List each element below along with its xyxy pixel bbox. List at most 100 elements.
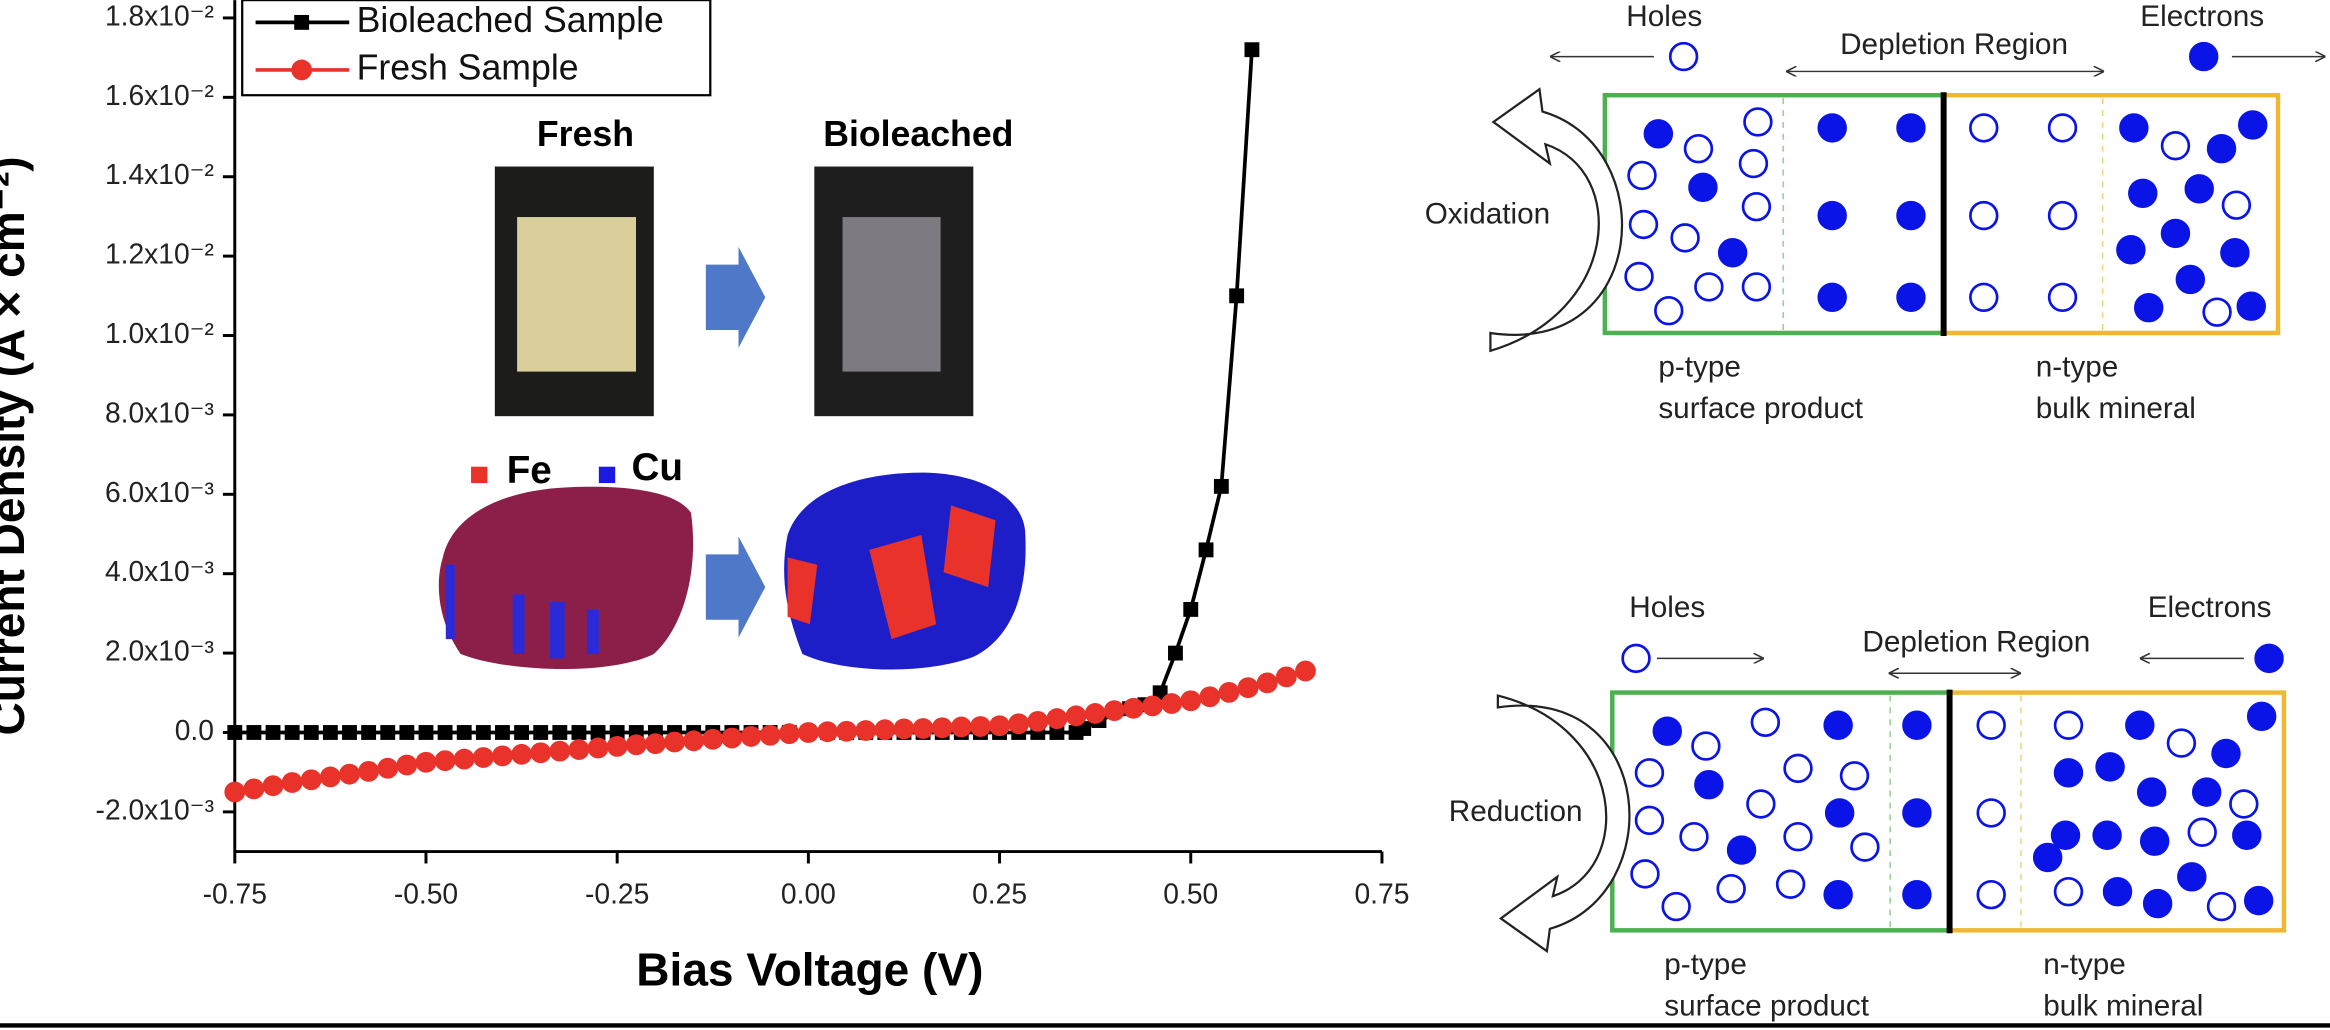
sample-fresh [517,217,636,372]
electron [2188,41,2219,72]
data-point [380,725,396,740]
data-point [361,725,377,740]
data-point [358,760,380,782]
x-tick-label: -0.50 [394,878,458,910]
data-point [855,720,877,741]
legend-marker [291,59,313,81]
x-tick-label: -0.25 [585,878,649,910]
data-point [912,718,934,739]
data-point [893,718,915,740]
data-point [590,725,606,740]
hole [1683,133,1714,164]
data-point [322,725,338,740]
data-point [415,751,437,773]
electron [1896,113,1926,143]
data-point [1084,703,1106,724]
electron [1823,710,1853,740]
label: Electrons [2140,0,2264,33]
data-point [434,750,456,772]
electron [2246,701,2277,732]
y-tick-label: 1.8x10⁻² [105,0,214,31]
data-point [931,717,953,739]
electron [2160,218,2191,249]
hole [1679,822,1709,852]
electron [2128,178,2158,208]
hole [1976,798,2006,828]
hole [1750,707,1781,738]
x-tick-label: 0.25 [972,878,1027,910]
label: Depletion Region [1862,625,2090,658]
label: Depletion Region [1840,28,2068,61]
data-point [1046,708,1068,729]
label: Holes [1629,591,1705,624]
data-point [475,725,491,740]
inset-label: Fresh [537,114,634,154]
hole [1691,731,1721,761]
hole [2047,113,2078,143]
data-point [246,725,262,740]
electron [2238,110,2268,140]
data-point [1103,700,1125,722]
data-point [418,725,434,740]
electron [2243,885,2274,916]
hole [2206,891,2237,922]
data-point [1218,681,1240,703]
hole [2187,817,2217,847]
data-point [303,725,319,740]
legend-marker [294,14,310,30]
arrow [705,246,766,348]
hole [2053,876,2084,907]
hole [2221,190,2252,220]
electron [2092,820,2122,850]
electron [2095,752,2125,782]
label: Electrons [2148,591,2272,624]
data-point [817,721,838,743]
data-point [495,725,510,740]
electron [2220,238,2250,268]
label: p-type [1658,350,1741,383]
hole [2047,200,2078,231]
electron [2119,113,2149,143]
hole [1850,832,1880,862]
data-point [778,723,800,745]
hole [1969,200,1999,231]
y-tick-label: 6.0x10⁻³ [105,476,214,508]
data-point [664,731,685,753]
hole [1694,272,1724,302]
hole [1741,272,1772,302]
hole [1634,805,1665,836]
sample-bioleached [842,217,941,372]
hole [1743,107,1773,137]
data-point [797,722,819,743]
hole [1627,160,1657,191]
label: n-type [2036,350,2119,383]
electron [2050,820,2081,850]
hole [1969,113,1999,143]
map-detail [445,564,599,659]
label: Holes [1626,0,1702,33]
hole [1783,753,1813,784]
hole [1630,859,1660,889]
map-detail [787,505,996,640]
data-point [224,781,246,803]
diagram-top: Holes Electrons Depletion Region Oxidati… [1425,0,2326,425]
data-point [533,725,549,740]
data-point [339,763,360,785]
label: Oxidation [1425,197,1550,230]
electron [1902,798,1932,828]
electron [2184,174,2214,204]
electron [2191,777,2222,807]
electron [1688,172,1718,203]
electron [2177,862,2207,892]
y-tick-label: 4.0x10⁻³ [105,555,214,587]
legend-box [241,0,712,97]
data-point [552,725,568,740]
data-point [1295,660,1316,682]
label: n-type [2043,948,2126,981]
legend-swatch [598,466,616,484]
y-tick-label: 1.6x10⁻² [105,79,214,111]
electron [1902,710,1932,740]
electron [1726,835,1757,865]
x-axis-label: Bias Voltage (V) [636,944,983,996]
